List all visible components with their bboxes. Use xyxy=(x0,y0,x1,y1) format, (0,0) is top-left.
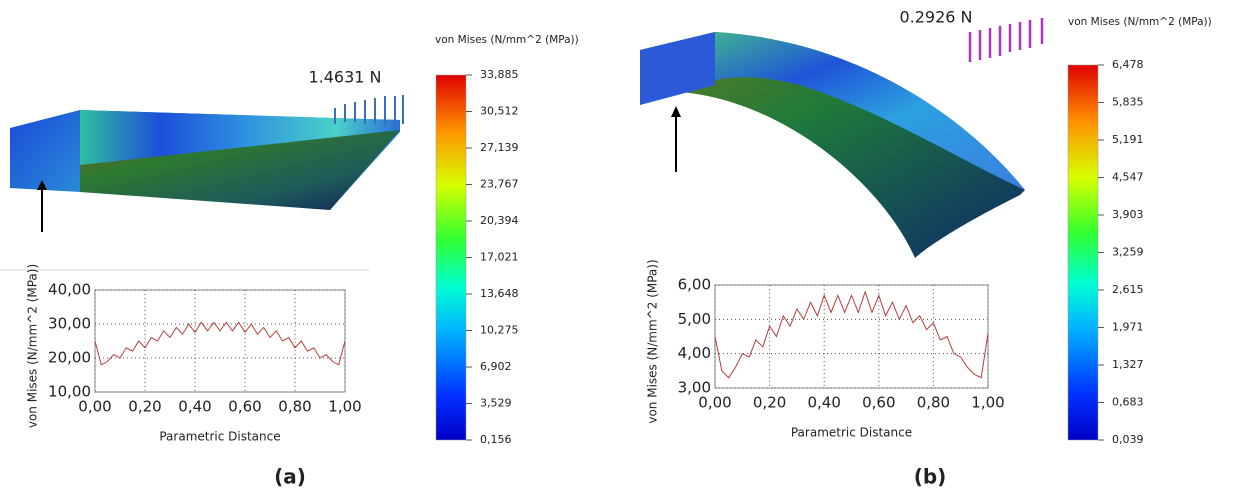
colorbar-tick-label: 5,835 xyxy=(1112,95,1144,108)
y-tick-label: 30,00 xyxy=(48,315,91,333)
colorbar-tick-label: 23,767 xyxy=(480,177,519,190)
x-axis-label: Parametric Distance xyxy=(791,426,912,440)
colorbar-tick-label: 3,903 xyxy=(1112,208,1144,221)
x-tick-label: 0,20 xyxy=(128,398,161,416)
x-tick-label: 0,00 xyxy=(78,398,111,416)
x-tick-label: 1,00 xyxy=(328,398,361,416)
colorbar-tick-label: 1,327 xyxy=(1112,358,1144,371)
colorbar-tick-label: 4,547 xyxy=(1112,170,1144,183)
x-tick-label: 0,00 xyxy=(698,394,731,412)
x-tick-label: 0,80 xyxy=(917,394,950,412)
x-tick-label: 0,40 xyxy=(807,394,840,412)
colorbar xyxy=(1068,65,1098,440)
colorbar-tick-label: 0,156 xyxy=(480,433,512,446)
x-tick-label: 0,40 xyxy=(178,398,211,416)
panel-label: (a) xyxy=(274,465,306,489)
beam-render-b xyxy=(640,18,1042,258)
colorbar-tick-label: 6,478 xyxy=(1112,58,1144,71)
colorbar-tick-label: 5,191 xyxy=(1112,133,1144,146)
panel-label: (b) xyxy=(914,465,947,489)
x-tick-label: 0,80 xyxy=(278,398,311,416)
y-axis-label: von Mises (N/mm^2 (MPa)) xyxy=(646,259,660,423)
colorbar-tick-label: 13,648 xyxy=(480,287,519,300)
beam-render-a xyxy=(0,95,403,270)
colorbar-tick-label: 17,021 xyxy=(480,250,519,263)
y-tick-label: 20,00 xyxy=(48,349,91,367)
colorbar-tick-label: 3,259 xyxy=(1112,245,1144,258)
x-axis-label: Parametric Distance xyxy=(159,430,280,444)
force-label: 0.2926 N xyxy=(899,8,972,27)
y-tick-label: 6,00 xyxy=(678,276,711,294)
x-tick-label: 0,60 xyxy=(228,398,261,416)
x-tick-label: 0,20 xyxy=(753,394,786,412)
colorbar-tick-label: 0,683 xyxy=(1112,395,1144,408)
x-tick-label: 0,60 xyxy=(862,394,895,412)
colorbar-tick-label: 2,615 xyxy=(1112,283,1144,296)
colorbar-tick-label: 0,039 xyxy=(1112,433,1144,446)
y-tick-label: 5,00 xyxy=(678,310,711,328)
y-tick-label: 4,00 xyxy=(678,344,711,362)
x-tick-label: 1,00 xyxy=(971,394,1004,412)
colorbar-tick-label: 6,902 xyxy=(480,360,512,373)
colorbar-tick-label: 30,512 xyxy=(480,105,519,118)
colorbar-tick-label: 10,275 xyxy=(480,323,519,336)
colorbar-tick-label: 20,394 xyxy=(480,214,519,227)
data-line xyxy=(715,292,988,378)
colorbar-tick-label: 1,971 xyxy=(1112,320,1144,333)
colorbar xyxy=(436,75,466,440)
force-label: 1.4631 N xyxy=(308,68,381,87)
colorbar-tick-label: 33,885 xyxy=(480,68,519,81)
plot-frame xyxy=(95,290,345,392)
y-axis-label: von Mises (N/mm^2 (MPa)) xyxy=(26,264,40,428)
colorbar-tick-label: 3,529 xyxy=(480,396,512,409)
y-tick-label: 40,00 xyxy=(48,281,91,299)
colorbar-title: von Mises (N/mm^2 (MPa)) xyxy=(1068,16,1212,28)
figure: (a) 1.4631 N von Mises (N/mm^2 (MPa)) 33,88… xyxy=(0,0,1241,499)
colorbar-title: von Mises (N/mm^2 (MPa)) xyxy=(435,34,579,46)
colorbar-tick-label: 27,139 xyxy=(480,141,519,154)
